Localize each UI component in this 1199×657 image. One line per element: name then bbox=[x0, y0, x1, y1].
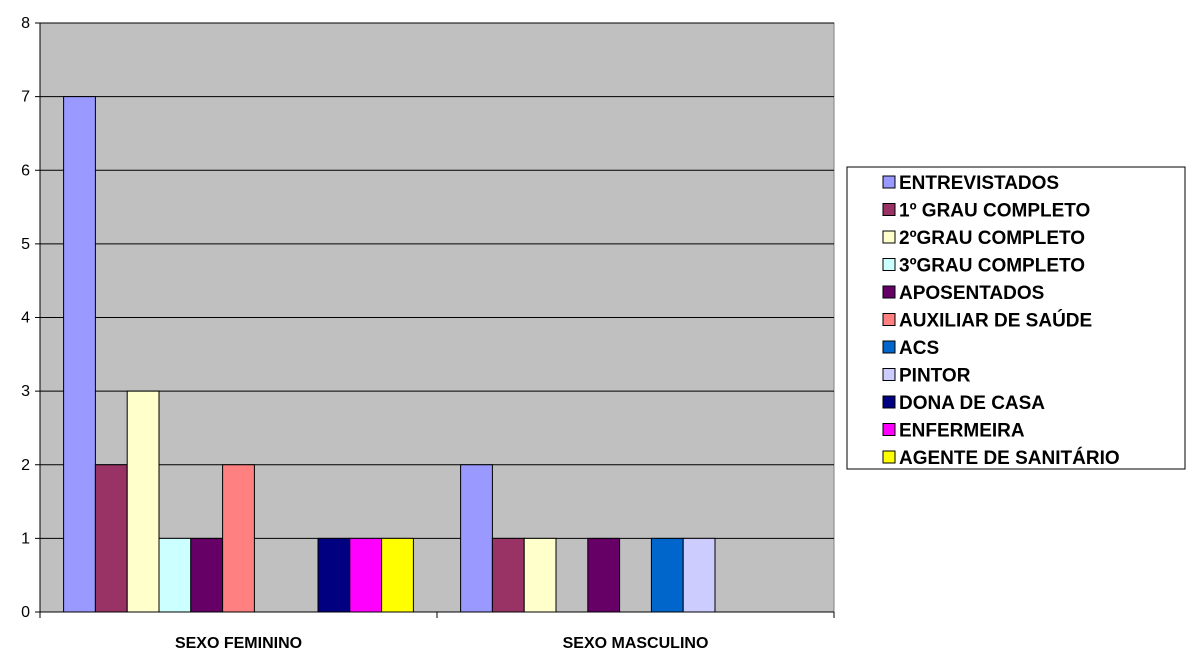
y-tick-label: 2 bbox=[21, 457, 30, 474]
bar bbox=[491, 537, 525, 613]
plot-area bbox=[39, 22, 835, 613]
legend-label: ACS bbox=[899, 338, 939, 359]
legend-label: PINTOR bbox=[899, 366, 971, 387]
legend-swatch bbox=[882, 203, 896, 216]
bar bbox=[523, 537, 557, 613]
y-tick-label: 8 bbox=[21, 15, 30, 32]
legend-label: DONA DE CASA bbox=[899, 393, 1045, 414]
bar bbox=[190, 537, 224, 613]
bar bbox=[63, 96, 96, 613]
legend-swatch bbox=[882, 368, 896, 381]
y-tick-label: 3 bbox=[21, 383, 30, 400]
bars bbox=[63, 96, 716, 613]
bar bbox=[587, 537, 621, 613]
bar bbox=[317, 537, 351, 613]
legend-label: AUXILIAR DE SAÚDE bbox=[899, 310, 1092, 332]
bar bbox=[460, 464, 493, 613]
category-label: SEXO MASCULINO bbox=[563, 635, 709, 652]
bar bbox=[349, 537, 383, 613]
legend-swatch bbox=[882, 395, 896, 409]
legend: ENTREVISTADOS 1º GRAU COMPLETO 2ºGRAU COMP… bbox=[846, 166, 1186, 470]
bar bbox=[650, 537, 684, 613]
y-axis: 0 1 2 3 4 5 6 7 8 bbox=[21, 15, 41, 621]
y-tick-label: 6 bbox=[21, 162, 30, 179]
bar bbox=[126, 390, 160, 613]
y-tick-label: 1 bbox=[21, 530, 30, 547]
category-label: SEXO FEMININO bbox=[175, 635, 302, 652]
legend-label: 2ºGRAU COMPLETO bbox=[899, 228, 1085, 249]
legend-swatch bbox=[882, 175, 896, 189]
legend-swatch bbox=[882, 340, 896, 354]
bar bbox=[94, 464, 128, 613]
legend-label: ENTREVISTADOS bbox=[899, 173, 1059, 194]
legend-swatch bbox=[882, 313, 896, 326]
legend-label: ENFERMEIRA bbox=[899, 421, 1025, 442]
legend-label: APOSENTADOS bbox=[899, 283, 1044, 304]
y-tick-label: 4 bbox=[21, 310, 30, 327]
bar bbox=[158, 537, 192, 613]
legend-label: 3ºGRAU COMPLETO bbox=[899, 256, 1085, 277]
legend-label: AGENTE DE SANITÁRIO bbox=[899, 447, 1120, 469]
bar bbox=[682, 537, 716, 613]
legend-swatch bbox=[882, 450, 896, 464]
y-tick-label: 7 bbox=[21, 89, 30, 106]
y-tick-label: 5 bbox=[21, 236, 30, 253]
legend-swatch bbox=[882, 423, 896, 436]
legend-swatch bbox=[882, 285, 896, 299]
legend-label: 1º GRAU COMPLETO bbox=[899, 201, 1090, 222]
legend-box bbox=[846, 166, 1186, 470]
bar bbox=[381, 537, 414, 613]
bar bbox=[222, 464, 255, 613]
x-axis: SEXO FEMININO SEXO MASCULINO bbox=[39, 611, 835, 652]
legend-swatch bbox=[882, 258, 896, 271]
y-tick-label: 0 bbox=[21, 604, 30, 621]
legend-swatch bbox=[882, 230, 896, 244]
